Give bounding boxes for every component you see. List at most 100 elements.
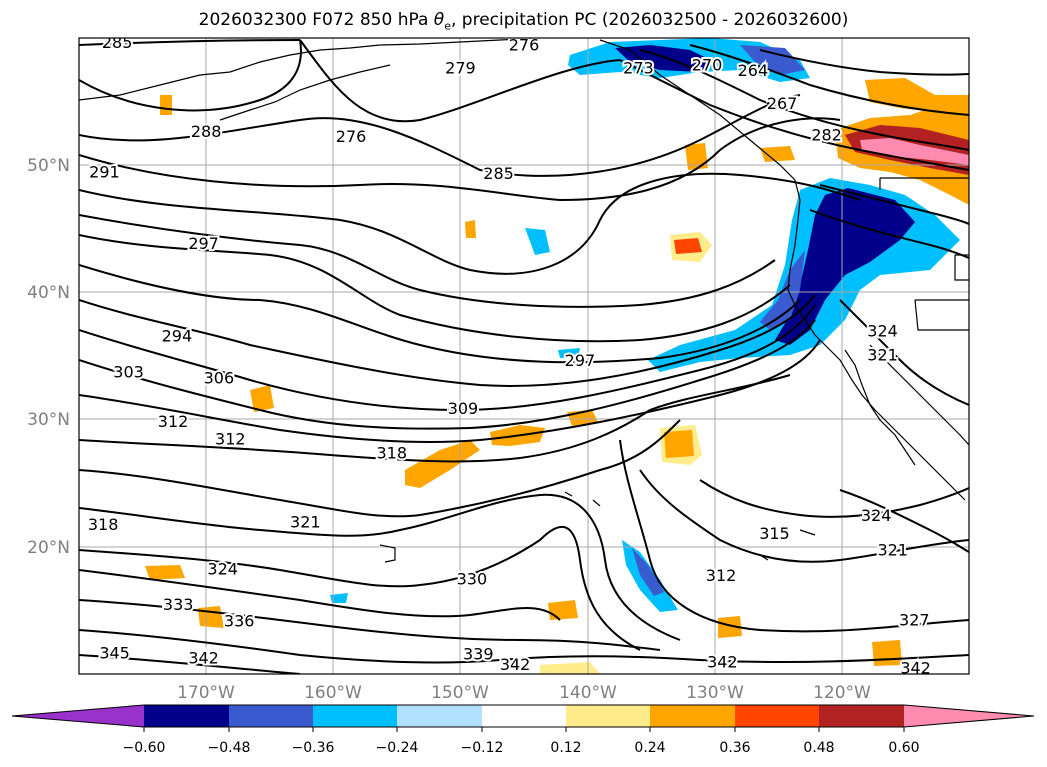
lat-label-20n: 20°N [27, 538, 70, 558]
colorbar-segment-2 [229, 705, 313, 727]
precip-negative-core [775, 188, 915, 345]
lon-label-120w: 120°W [813, 683, 871, 703]
precip-positive-7 [198, 606, 224, 628]
contour-label: 282 [811, 126, 842, 145]
colorbar: −0.60 −0.48 −0.36 −0.24 −0.12 0.12 0.24 … [11, 704, 1035, 756]
hawaii-islands [379, 491, 816, 563]
precip-negative-trough-core [632, 548, 664, 596]
precip-negative-small3 [330, 593, 348, 603]
precip-positive-11 [540, 662, 600, 674]
contour-label: 303 [113, 362, 144, 381]
colorbar-tick-label: 0.48 [803, 740, 834, 756]
contour-label: 342 [188, 648, 219, 667]
precip-positive-8 [548, 600, 578, 620]
longitude-labels: 170°W 160°W 150°W 140°W 130°W 120°W [177, 683, 871, 703]
contour-label: 324 [867, 322, 898, 341]
theta-e-contours [79, 39, 969, 674]
colorbar-tick-label: 0.24 [634, 740, 665, 756]
precip-positive-5 [250, 385, 274, 412]
precip-positive-hawaii-core [674, 238, 702, 254]
contour-label: 324 [861, 506, 892, 525]
lon-label-140w: 140°W [559, 683, 617, 703]
contour-label: 297 [565, 351, 596, 370]
contour-label: 312 [215, 430, 246, 449]
contour-label: 336 [224, 612, 255, 631]
precip-positive-2 [405, 440, 480, 488]
baja-california [844, 349, 916, 466]
contour-label: 318 [88, 515, 119, 534]
contour-label: 318 [376, 444, 407, 463]
precip-positive-14 [760, 146, 795, 162]
colorbar-segment-extend-high [904, 705, 1034, 727]
contour-label: 345 [99, 643, 130, 662]
north-america-coast [787, 179, 966, 501]
contour-label: 312 [706, 566, 737, 585]
precip-positive-12 [160, 95, 172, 115]
contour-label: 294 [162, 327, 193, 346]
gridlines [79, 38, 969, 674]
contour-label: 342 [500, 655, 531, 674]
colorbar-segment-8 [735, 705, 819, 727]
contour-label: 276 [509, 35, 540, 54]
map-content: 285 276 279 273 270 264 267 288 276 282 291 285 297 2… [79, 33, 969, 678]
lat-label-30n: 30°N [27, 410, 70, 430]
colorbar-tick-label: −0.36 [292, 740, 335, 756]
precip-positive-6 [145, 565, 185, 580]
colorbar-segment-9 [819, 705, 904, 727]
contour-label: 342 [707, 652, 738, 671]
contour-label: 327 [899, 610, 930, 629]
colorbar-tick-label: 0.36 [719, 740, 750, 756]
colorbar-tick-label: 0.12 [550, 740, 581, 756]
contour-label: 312 [158, 412, 189, 431]
contour-label: 279 [445, 58, 476, 77]
contour-label: 276 [336, 127, 367, 146]
precip-positive-9 [718, 616, 742, 638]
contour-label: 267 [767, 94, 798, 113]
colorbar-tick-label: −0.48 [208, 740, 251, 756]
colorbar-segment-3 [313, 705, 397, 727]
colorbar-tick-label: −0.24 [376, 740, 419, 756]
map-frame [78, 37, 970, 675]
contour-label: 324 [207, 559, 238, 578]
precip-negative-small2 [558, 348, 580, 358]
precip-positive-canada-pink [860, 138, 969, 165]
lat-label-50n: 50°N [27, 156, 70, 176]
contour-label: 330 [457, 570, 488, 589]
contour-label: 270 [692, 56, 723, 75]
contour-label: 315 [759, 524, 790, 543]
lon-label-170w: 170°W [177, 683, 235, 703]
alaska-coast [79, 38, 796, 181]
gulf-of-california [869, 344, 969, 446]
precip-positive-10 [872, 640, 902, 666]
contour-label: 291 [89, 163, 120, 182]
contour-label: 342 [900, 659, 931, 678]
contour-label: 309 [448, 399, 479, 418]
lon-label-150w: 150°W [431, 683, 489, 703]
contour-label: 297 [188, 234, 219, 253]
latitude-labels: 50°N 40°N 30°N 20°N [27, 156, 70, 558]
colorbar-ticks [143, 727, 905, 732]
coastlines [79, 38, 969, 563]
colorbar-segment-6 [566, 705, 650, 727]
contour-label: 306 [204, 369, 235, 388]
contour-label: 333 [163, 595, 194, 614]
colorbar-tick-label: −0.12 [461, 740, 504, 756]
contour-label: 285 [102, 33, 133, 52]
lat-label-40n: 40°N [27, 283, 70, 303]
precip-positive-canada-yellow [865, 78, 969, 112]
lon-label-130w: 130°W [686, 683, 744, 703]
lon-label-160w: 160°W [304, 683, 362, 703]
contour-label: 321 [290, 512, 321, 531]
precip-negative-small [525, 228, 550, 255]
precip-positive-1b [664, 430, 694, 458]
precip-positive-13 [685, 143, 708, 170]
colorbar-segment-1 [144, 705, 229, 727]
colorbar-tick-label: 0.60 [888, 740, 919, 756]
colorbar-segment-5 [482, 705, 566, 727]
colorbar-segment-4 [397, 705, 482, 727]
precip-positive-15 [465, 220, 476, 238]
contour-label: 321 [877, 540, 908, 559]
map-background [79, 38, 969, 674]
contour-label: 288 [191, 122, 222, 141]
